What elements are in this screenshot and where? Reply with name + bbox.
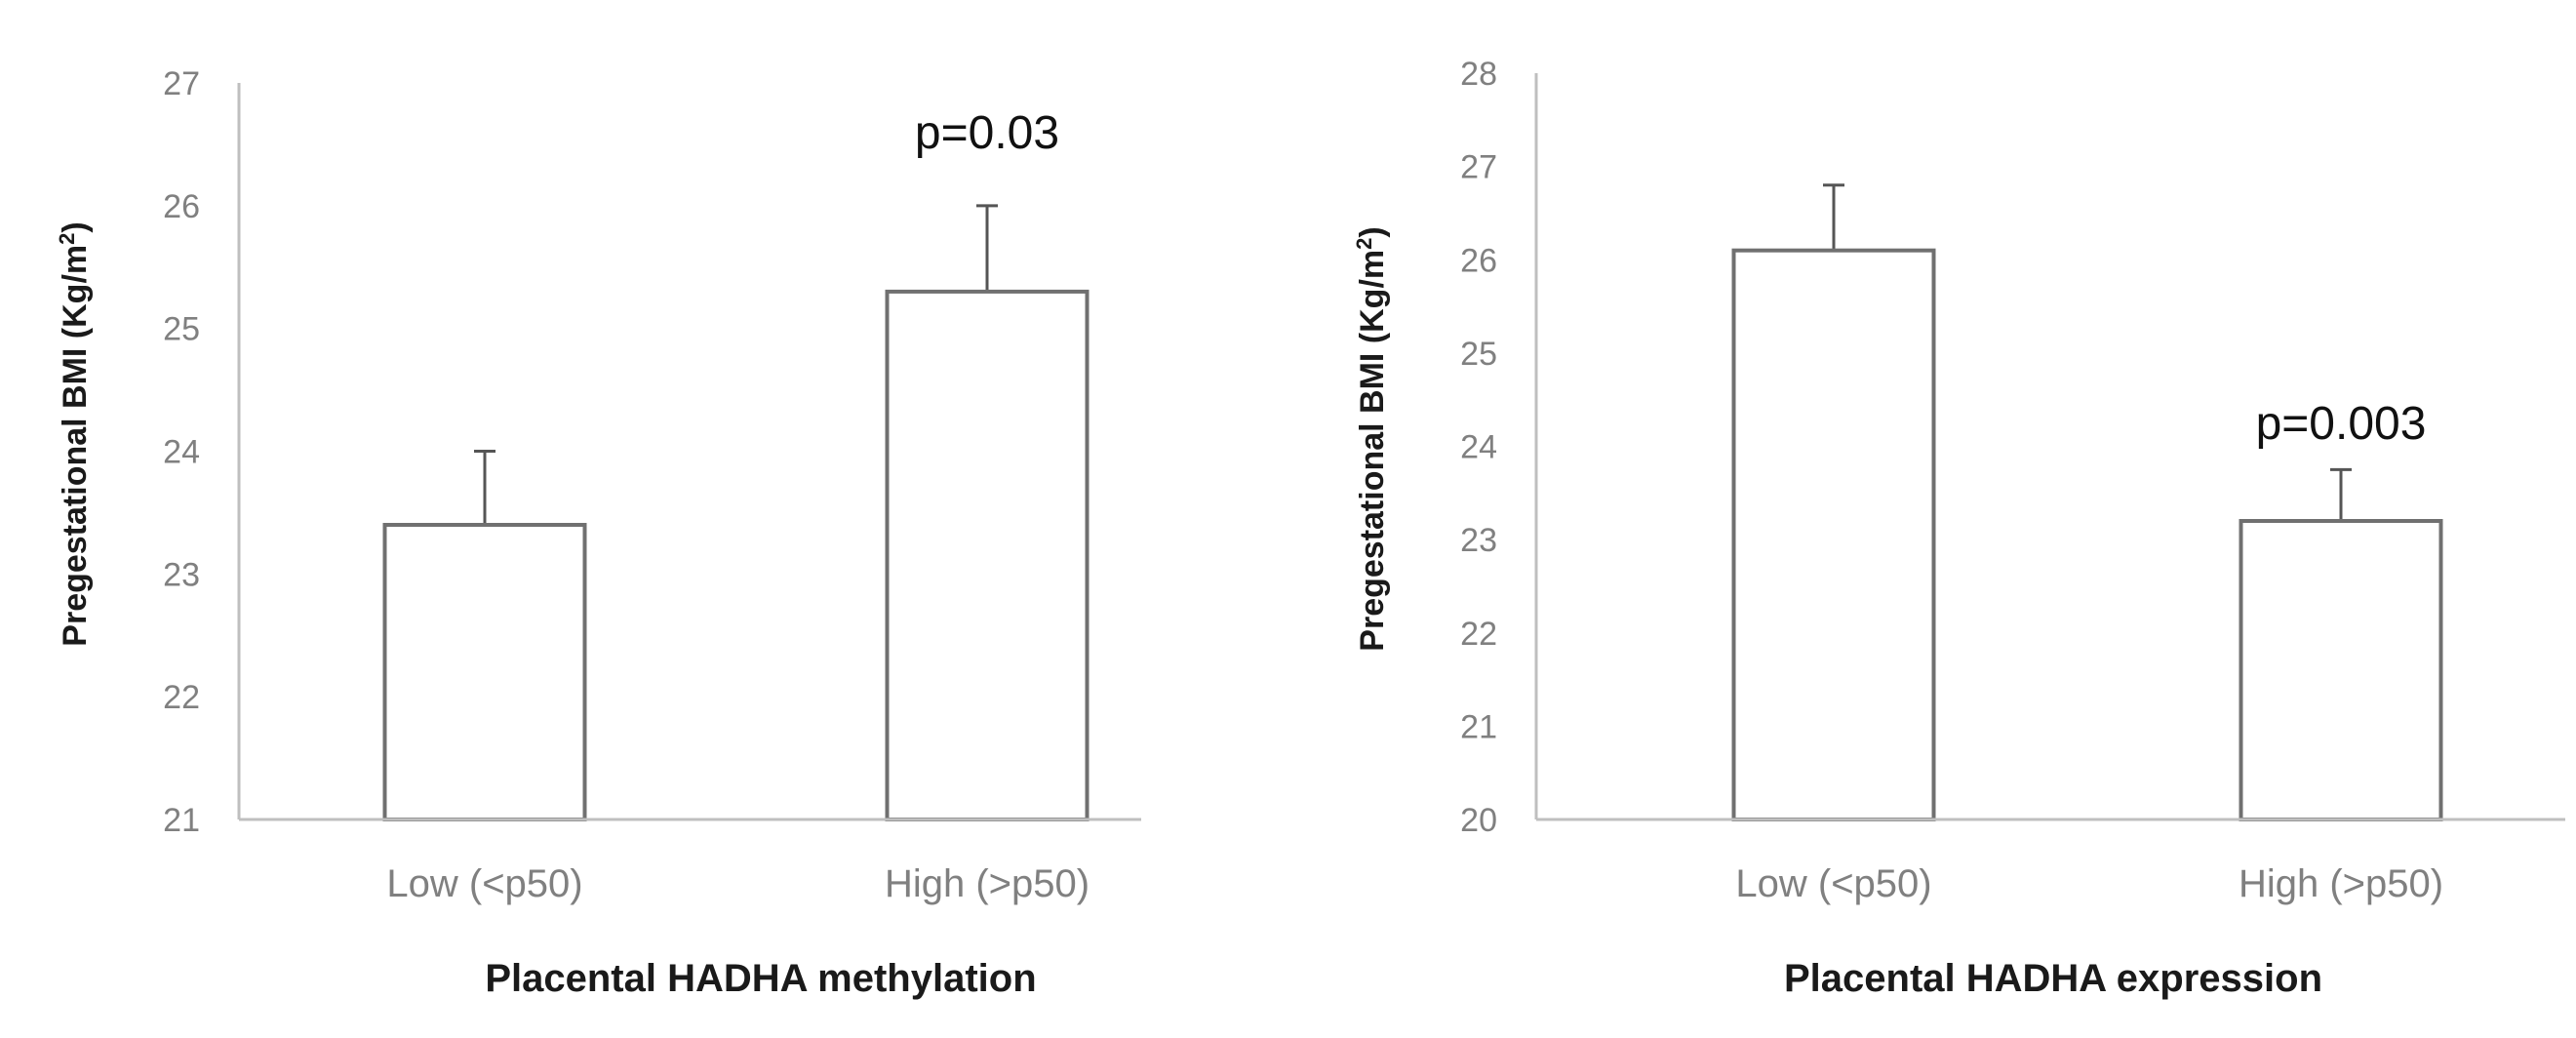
y-tick-label: 28 <box>1460 56 1497 93</box>
y-tick-label: 23 <box>163 556 200 593</box>
bar <box>382 523 587 821</box>
y-ticks: 21 22 23 24 25 26 27 <box>163 65 200 839</box>
y-tick-label: 27 <box>163 65 200 102</box>
y-tick-label: 26 <box>163 188 200 225</box>
y-axis-label: Pregestational BMI (Kg/m2) <box>55 221 94 646</box>
bars <box>1731 248 2443 821</box>
y-tick-label: 27 <box>1460 149 1497 186</box>
y-tick-label: 25 <box>1460 336 1497 373</box>
x-axis-label: Placental HADHA expression <box>1784 957 2322 1000</box>
p-value-annotation: p=0.003 <box>2256 398 2427 450</box>
category-labels: Low (<p50) High (>p50) <box>386 862 1090 905</box>
bar <box>1731 248 1936 821</box>
y-tick-label: 24 <box>163 434 200 471</box>
category-label: Low (<p50) <box>386 862 582 905</box>
bars <box>382 289 1090 821</box>
category-label: High (>p50) <box>2239 862 2443 905</box>
y-tick-label: 24 <box>1460 429 1497 466</box>
y-axis-label: Pregestational BMI (Kg/m2) <box>1352 226 1391 651</box>
category-label: Low (<p50) <box>1735 862 1931 905</box>
p-value-annotation: p=0.03 <box>915 107 1059 159</box>
x-axis-label: Placental HADHA methylation <box>485 957 1036 1000</box>
bar <box>2239 519 2443 821</box>
y-tick-label: 22 <box>1460 616 1497 653</box>
methylation-chart: Pregestational BMI (Kg/m2) 2122232425262… <box>55 65 1141 1000</box>
y-tick-label: 21 <box>163 802 200 839</box>
category-labels: Low (<p50) High (>p50) <box>1735 862 2443 905</box>
y-tick-label: 20 <box>1460 802 1497 839</box>
y-tick-label: 25 <box>163 311 200 348</box>
y-tick-label: 21 <box>1460 708 1497 745</box>
expression-chart: Pregestational BMI (Kg/m2) 2021222324252… <box>1352 56 2565 1000</box>
y-tick-label: 23 <box>1460 522 1497 559</box>
y-tick-label: 22 <box>163 679 200 716</box>
y-ticks: 20 21 22 23 24 25 26 27 28 <box>1460 56 1497 839</box>
y-tick-label: 26 <box>1460 242 1497 279</box>
bar <box>885 289 1090 821</box>
category-label: High (>p50) <box>885 862 1090 905</box>
